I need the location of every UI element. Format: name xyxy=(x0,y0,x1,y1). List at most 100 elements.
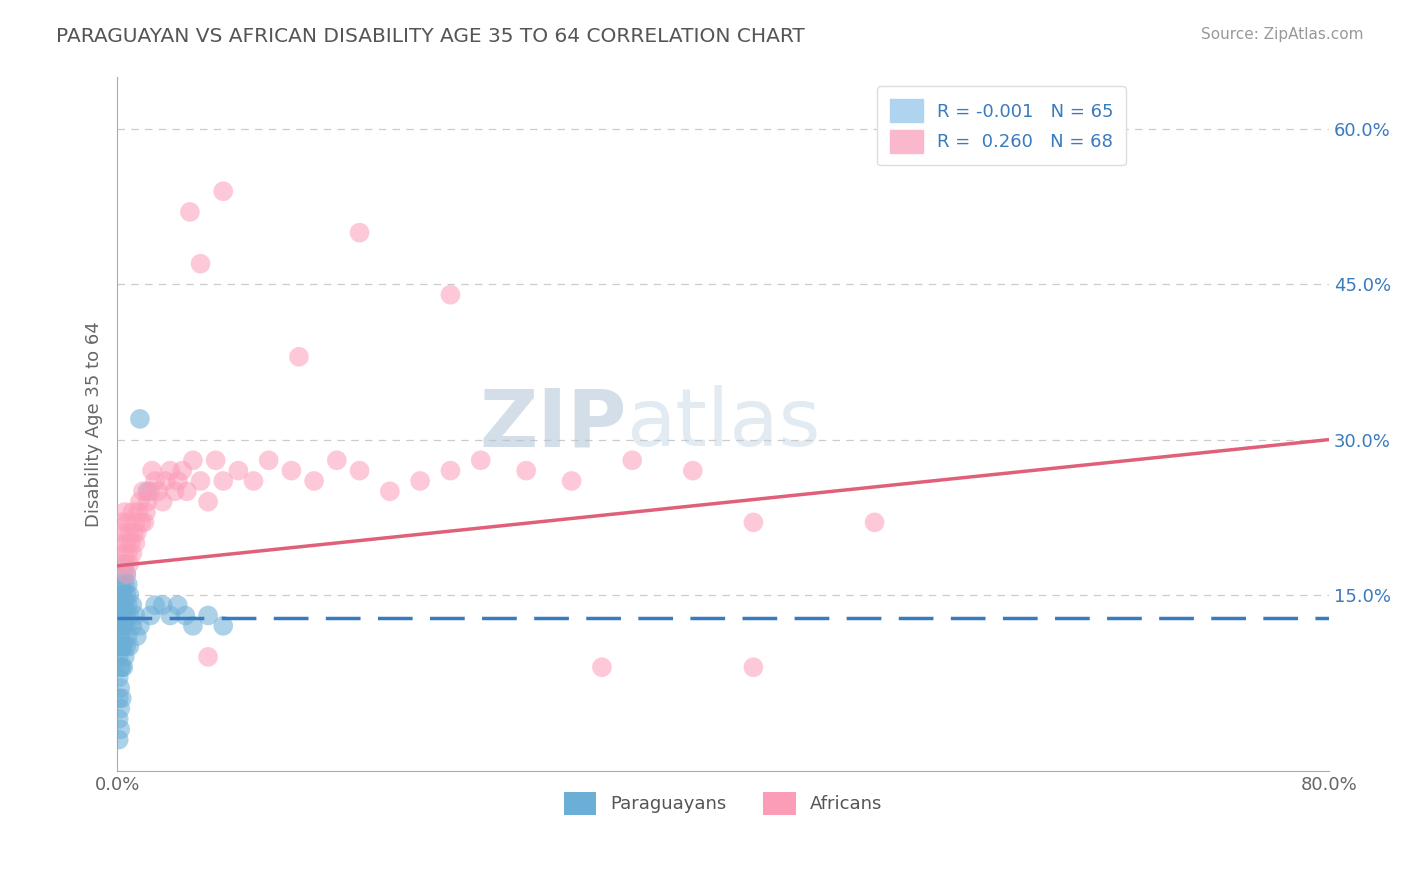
Point xyxy=(439,464,461,478)
Point xyxy=(134,516,156,530)
Point xyxy=(110,640,132,654)
Point xyxy=(110,598,132,612)
Point xyxy=(107,671,129,685)
Point xyxy=(131,516,153,530)
Point xyxy=(163,484,186,499)
Point xyxy=(114,649,136,664)
Point xyxy=(115,608,138,623)
Point xyxy=(118,557,141,571)
Point xyxy=(118,525,141,540)
Point xyxy=(197,608,219,623)
Point xyxy=(112,567,135,582)
Point xyxy=(515,464,537,478)
Point xyxy=(146,484,169,499)
Point xyxy=(152,494,174,508)
Point xyxy=(212,474,235,488)
Point xyxy=(172,464,194,478)
Point xyxy=(326,453,349,467)
Point xyxy=(110,681,132,695)
Point xyxy=(114,505,136,519)
Point xyxy=(111,598,134,612)
Point xyxy=(621,453,644,467)
Point xyxy=(114,598,136,612)
Point xyxy=(409,474,432,488)
Point xyxy=(112,525,135,540)
Point xyxy=(204,453,226,467)
Point xyxy=(110,536,132,550)
Point xyxy=(111,619,134,633)
Point xyxy=(127,505,149,519)
Point xyxy=(117,577,139,591)
Point xyxy=(136,484,159,499)
Point xyxy=(181,453,204,467)
Point xyxy=(111,577,134,591)
Point xyxy=(124,536,146,550)
Point xyxy=(121,619,143,633)
Point xyxy=(197,649,219,664)
Point xyxy=(302,474,325,488)
Point xyxy=(141,464,163,478)
Point xyxy=(107,598,129,612)
Point xyxy=(166,598,188,612)
Text: ZIP: ZIP xyxy=(479,385,626,463)
Point xyxy=(176,484,198,499)
Point xyxy=(114,577,136,591)
Point xyxy=(117,516,139,530)
Point xyxy=(110,660,132,674)
Y-axis label: Disability Age 35 to 64: Disability Age 35 to 64 xyxy=(86,321,103,527)
Text: atlas: atlas xyxy=(626,385,821,463)
Point xyxy=(174,608,197,623)
Point xyxy=(111,660,134,674)
Point xyxy=(682,464,704,478)
Text: Source: ZipAtlas.com: Source: ZipAtlas.com xyxy=(1201,27,1364,42)
Point xyxy=(107,732,129,747)
Point xyxy=(111,557,134,571)
Point xyxy=(117,598,139,612)
Point xyxy=(121,598,143,612)
Point xyxy=(107,691,129,706)
Point xyxy=(115,567,138,582)
Point xyxy=(288,350,311,364)
Point xyxy=(139,484,162,499)
Point xyxy=(110,619,132,633)
Point xyxy=(129,619,152,633)
Point xyxy=(152,598,174,612)
Point xyxy=(110,701,132,715)
Point xyxy=(212,184,235,198)
Point xyxy=(228,464,250,478)
Point xyxy=(378,484,401,499)
Point xyxy=(115,588,138,602)
Point xyxy=(117,629,139,643)
Point xyxy=(107,608,129,623)
Point xyxy=(118,588,141,602)
Point xyxy=(107,712,129,726)
Point xyxy=(257,453,280,467)
Point xyxy=(110,629,132,643)
Point xyxy=(112,588,135,602)
Point xyxy=(143,598,166,612)
Point xyxy=(120,536,142,550)
Point xyxy=(863,516,886,530)
Point xyxy=(112,619,135,633)
Point xyxy=(107,649,129,664)
Point xyxy=(190,257,212,271)
Point xyxy=(111,516,134,530)
Legend: Paraguayans, Africans: Paraguayans, Africans xyxy=(555,783,891,824)
Point xyxy=(470,453,492,467)
Point xyxy=(139,608,162,623)
Point xyxy=(121,505,143,519)
Point xyxy=(135,505,157,519)
Point xyxy=(181,619,204,633)
Point xyxy=(125,525,148,540)
Point xyxy=(155,474,177,488)
Point xyxy=(242,474,264,488)
Point xyxy=(114,557,136,571)
Point xyxy=(115,567,138,582)
Text: PARAGUAYAN VS AFRICAN DISABILITY AGE 35 TO 64 CORRELATION CHART: PARAGUAYAN VS AFRICAN DISABILITY AGE 35 … xyxy=(56,27,806,45)
Point xyxy=(125,629,148,643)
Point xyxy=(111,608,134,623)
Point xyxy=(212,619,235,633)
Point xyxy=(197,494,219,508)
Point xyxy=(118,640,141,654)
Point xyxy=(110,588,132,602)
